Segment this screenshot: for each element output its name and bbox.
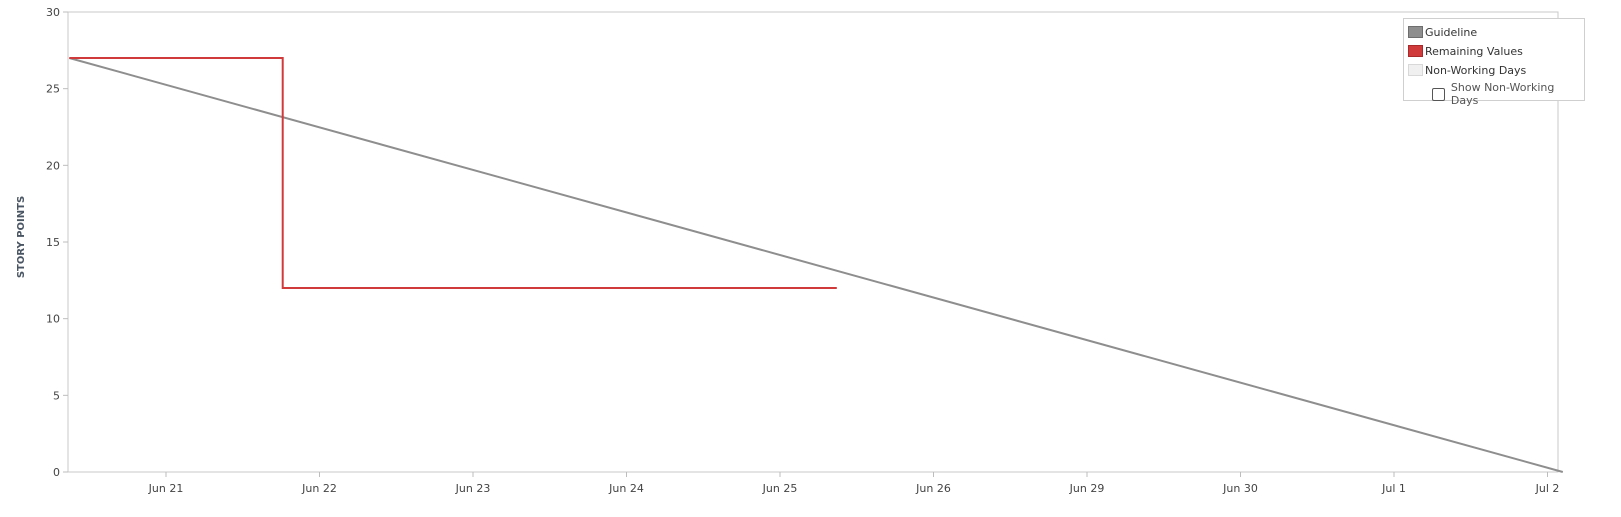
legend-label-remaining-values: Remaining Values [1425,44,1523,58]
legend-label-non-working-days: Non-Working Days [1425,63,1527,77]
x-tick-label: Jun 24 [608,482,644,495]
y-axis-label: STORY POINTS [16,196,27,278]
y-tick-label: 25 [46,83,60,96]
show-non-working-days-label: Show Non-Working Days [1450,81,1555,107]
x-tick-label: Jun 29 [1069,482,1105,495]
y-tick-label: 20 [46,159,60,172]
x-tick-label: Jul 1 [1381,482,1406,495]
y-tick-label: 10 [46,313,60,326]
y-tick-label: 5 [53,389,60,402]
legend-item-non-working-days[interactable]: Non-Working Days [1408,62,1526,78]
legend-swatch-remaining-values [1408,45,1423,57]
x-tick-label: Jul 2 [1535,482,1560,495]
series-remaining-values [69,57,837,289]
legend-swatch-guideline [1408,26,1423,38]
series-guideline [69,57,1564,473]
x-tick-label: Jun 26 [915,482,951,495]
plot-area-border [67,11,1559,473]
y-tick-label: 0 [53,466,60,479]
x-tick-label: Jun 23 [455,482,491,495]
x-tick-label: Jun 21 [148,482,184,495]
legend-swatch-non-working-days [1408,64,1423,76]
y-tick-label: 30 [46,6,60,19]
show-non-working-days-checkbox[interactable] [1432,87,1445,101]
x-tick-label: Jun 30 [1222,482,1258,495]
legend-label-guideline: Guideline [1425,25,1478,39]
x-tick-label: Jun 25 [762,482,798,495]
chart-legend: Guideline Remaining Values Non-Working D… [1403,18,1585,107]
x-tick-label: Jun 22 [301,482,337,495]
y-tick-label: 15 [46,236,60,249]
show-non-working-days-toggle[interactable]: Show Non-Working Days [1432,81,1584,107]
legend-item-guideline[interactable]: Guideline [1408,24,1477,40]
legend-item-remaining-values[interactable]: Remaining Values [1408,43,1523,59]
